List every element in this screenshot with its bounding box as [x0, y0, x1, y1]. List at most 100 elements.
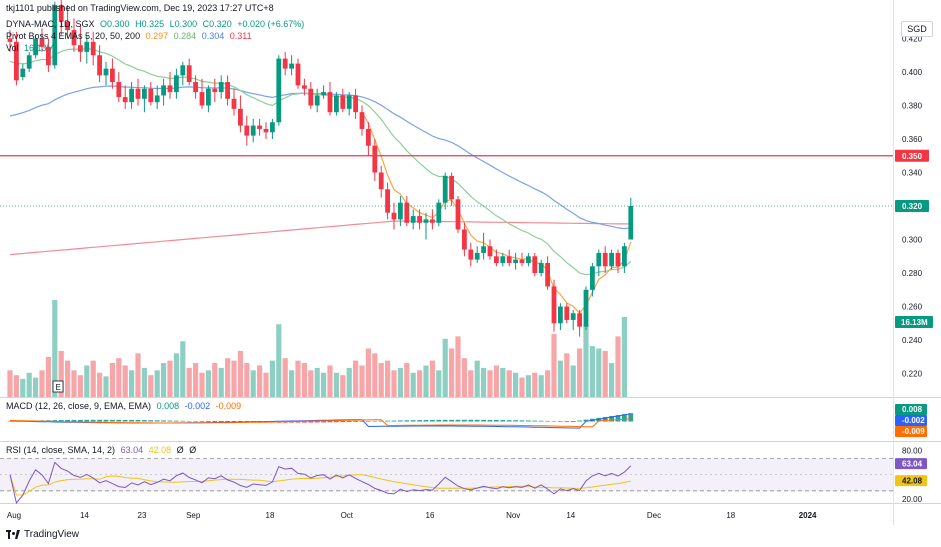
macd-hist-bar — [494, 420, 499, 422]
candle — [366, 122, 371, 156]
time-tick-label: Sep — [186, 511, 201, 520]
candle — [334, 92, 339, 116]
macd-hist-bar — [308, 421, 314, 423]
candle-body — [52, 4, 58, 66]
macd-hist-bar — [622, 414, 627, 422]
rsi-ma-line — [9, 474, 631, 496]
volume-bar — [205, 370, 211, 397]
macd-hist-bar — [135, 420, 141, 422]
volume-bar — [20, 378, 26, 397]
candle — [551, 279, 557, 332]
macd-hist-bar — [372, 420, 378, 422]
candle-body — [449, 175, 454, 200]
time-tick-label: 18 — [266, 511, 275, 520]
candle-body — [609, 252, 614, 267]
candle-body — [289, 63, 294, 69]
macd-hist-bar — [225, 421, 230, 423]
candle — [180, 61, 186, 86]
macd-hist-bar — [97, 419, 102, 422]
candle-body — [622, 246, 627, 267]
candle — [609, 249, 614, 270]
candle-body — [564, 306, 570, 320]
macd-hist-bar — [327, 421, 333, 423]
volume-bar — [13, 375, 19, 397]
candle — [532, 252, 538, 277]
volume-bar — [109, 363, 115, 397]
candle — [455, 195, 461, 233]
candle-body — [494, 256, 499, 263]
ema200-value: 0.311 — [229, 31, 252, 41]
volume-bar — [33, 377, 39, 397]
candle-body — [532, 256, 538, 274]
macd-hist-bar — [519, 420, 525, 422]
volume-bar — [314, 367, 320, 397]
volume-bar — [58, 350, 64, 397]
time-tick-label: Aug — [7, 511, 21, 520]
macd-hist-bar — [103, 419, 109, 422]
time-tick-label: 18 — [726, 511, 735, 520]
candle — [52, 1, 58, 69]
volume-value-tag — [895, 316, 933, 328]
macd-value-label: 0.008 — [902, 405, 923, 414]
candle-body — [526, 256, 531, 263]
volume-bar — [410, 372, 416, 397]
candle — [506, 249, 512, 267]
candle — [526, 252, 531, 267]
candle-body — [353, 95, 358, 113]
macd-signal-line — [9, 418, 631, 428]
volume-bar — [417, 370, 423, 397]
ema-label: Pivot Boss 4 EMAs 5, 20, 50, 200 — [6, 31, 141, 41]
macd-hist-bar — [129, 419, 134, 422]
time-tick-label: 23 — [138, 511, 147, 520]
rsi-legend: RSI (14, close, SMA, 14, 2) 63.04 42.08 … — [6, 445, 199, 456]
candle — [545, 256, 550, 290]
volume-bar — [289, 370, 295, 397]
macd-hist-bar — [231, 421, 237, 423]
volume-bar — [532, 372, 538, 397]
candle — [404, 195, 410, 227]
candle — [564, 303, 570, 324]
candle — [628, 197, 634, 240]
candle — [494, 249, 499, 267]
brand-label: TradingView — [24, 529, 80, 540]
candle-body — [327, 92, 333, 113]
candle-body — [442, 175, 448, 203]
candle-body — [148, 88, 154, 103]
candle — [103, 61, 109, 86]
candle-body — [628, 206, 634, 240]
candle — [340, 88, 346, 113]
candle — [135, 78, 141, 106]
candle-body — [78, 45, 83, 52]
macd-hist-bar — [410, 420, 416, 422]
macd-hist-bar — [583, 419, 589, 422]
volume-bar — [321, 372, 327, 397]
candle-body — [506, 256, 512, 263]
candle-body — [487, 246, 493, 257]
volume-bar — [327, 365, 333, 397]
price-tick-label: 0.340 — [902, 169, 923, 178]
macd-hist-bar — [378, 420, 384, 422]
candle-body — [7, 38, 13, 42]
candle-body — [404, 202, 410, 223]
candle-body — [129, 88, 134, 103]
candle — [71, 18, 77, 52]
candle-body — [193, 82, 198, 93]
macd-hist-bar — [334, 421, 339, 423]
time-tick-label: Oct — [341, 511, 354, 520]
macd-hist-bar — [161, 420, 166, 422]
currency-button[interactable]: SGD — [901, 21, 933, 37]
candle-body — [430, 219, 435, 223]
candle — [462, 222, 467, 257]
candle — [474, 246, 480, 263]
macd-hist-bar — [564, 421, 570, 422]
volume-bar — [551, 333, 557, 397]
candle-body — [321, 92, 326, 96]
candle — [250, 118, 256, 143]
volume-bar — [276, 324, 282, 397]
macd-line-value: -0.002 — [184, 401, 211, 411]
macd-hist-bar — [430, 419, 435, 422]
macd-hist-bar — [442, 419, 448, 422]
macd-hist-bar — [558, 421, 563, 422]
macd-hist-bar — [462, 419, 467, 422]
